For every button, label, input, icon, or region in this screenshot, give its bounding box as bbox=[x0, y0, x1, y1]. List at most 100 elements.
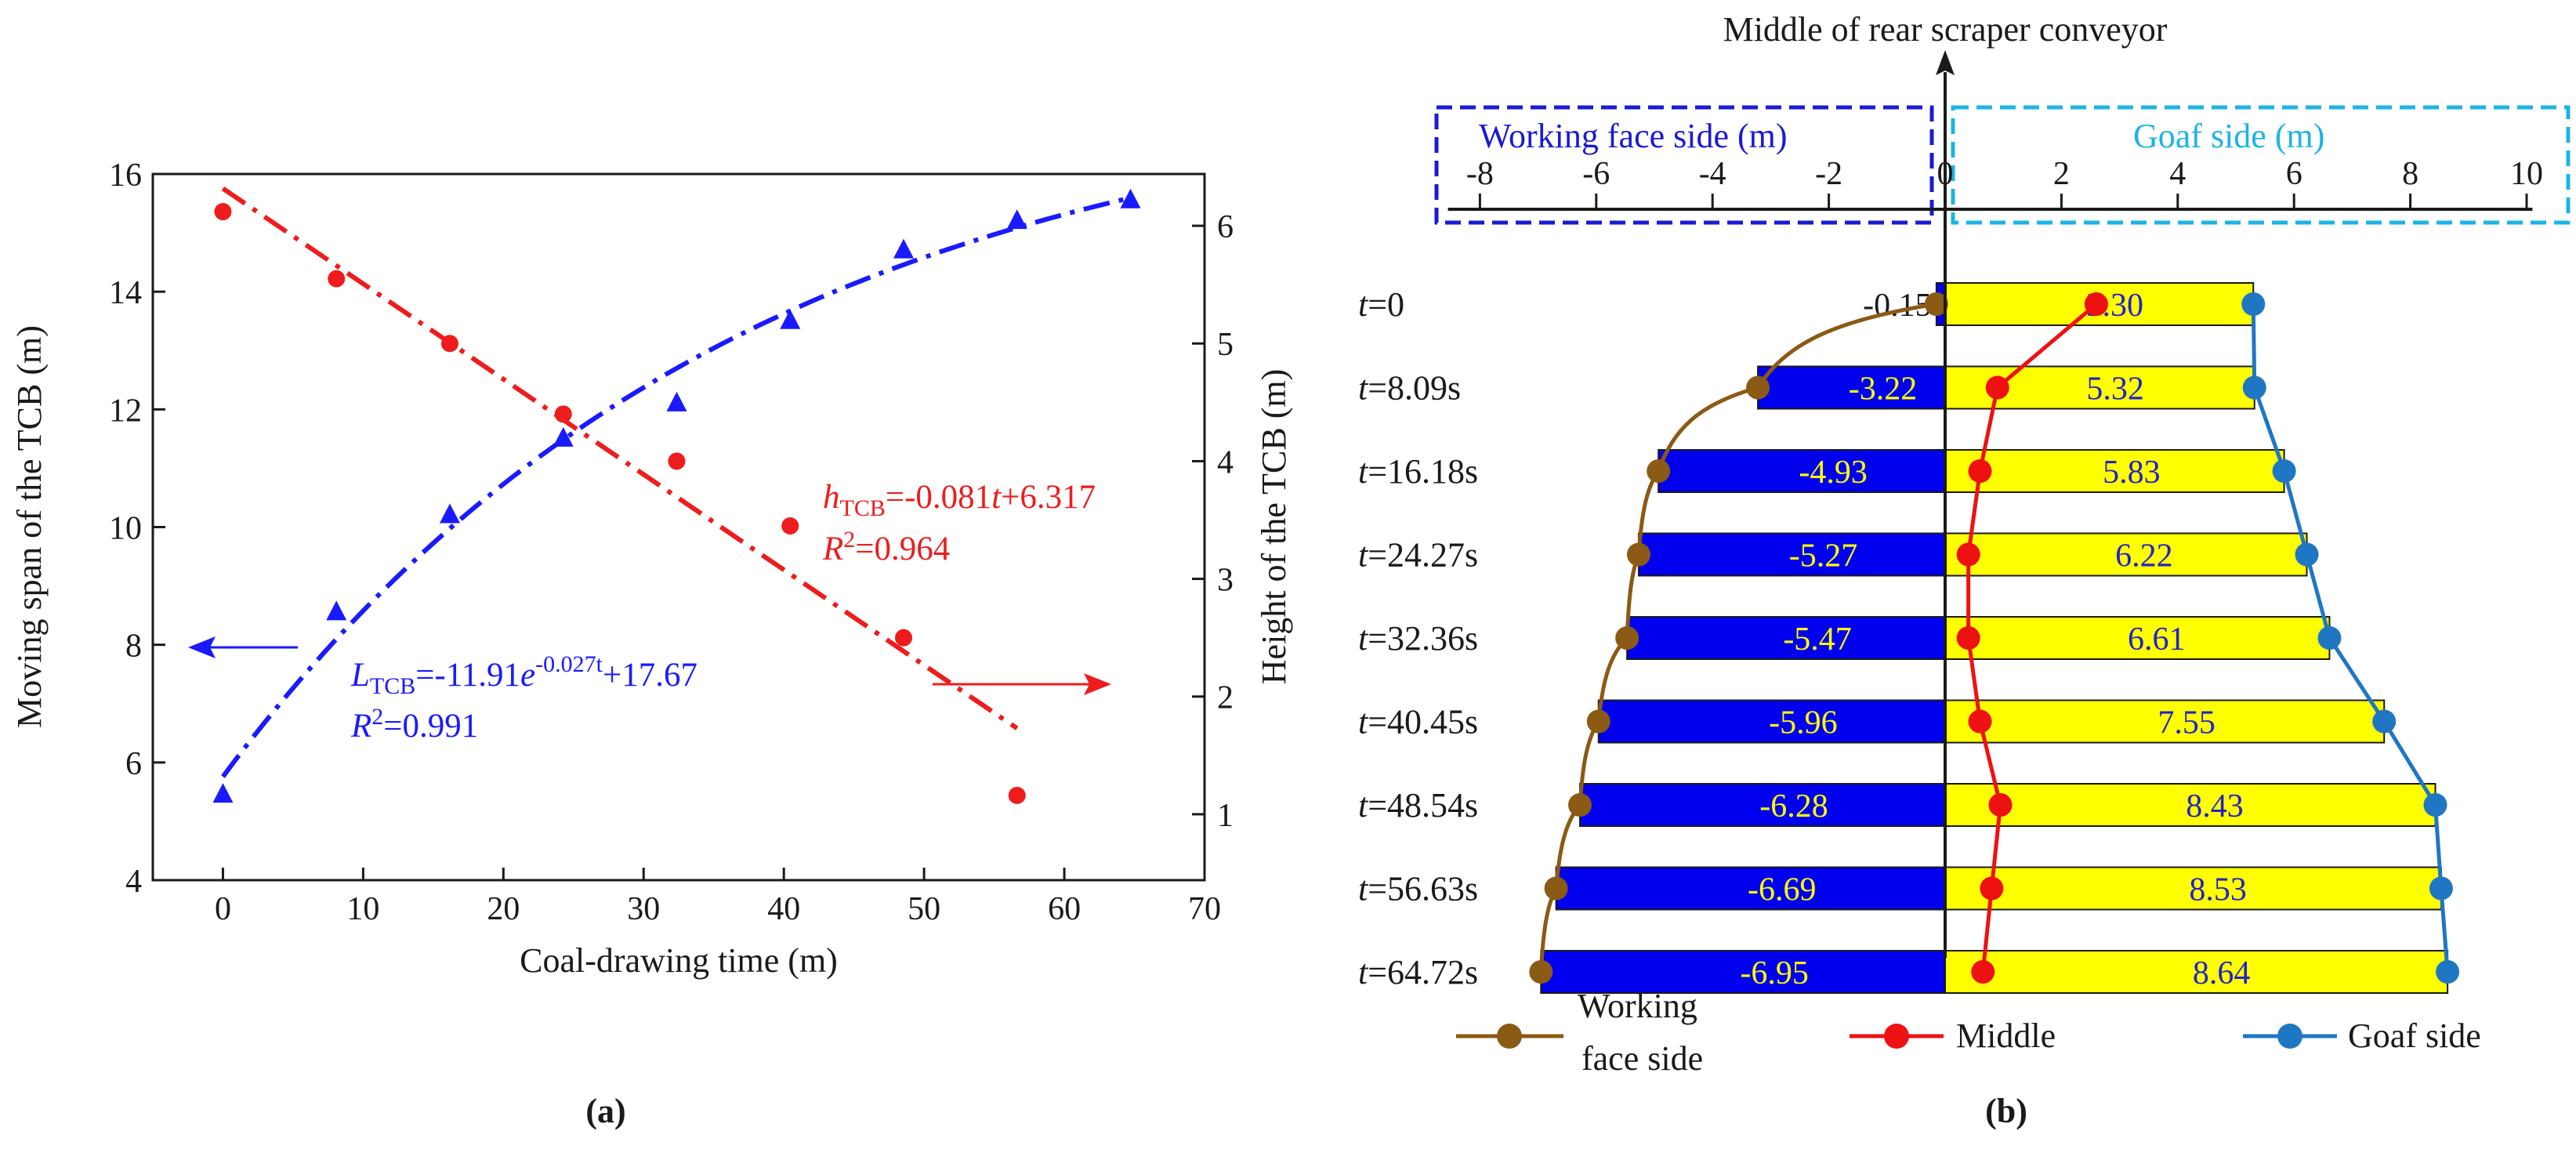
goaf-side-line-point bbox=[2295, 542, 2319, 567]
x-tick-label: 70 bbox=[1188, 891, 1221, 927]
left-axis-arrow bbox=[188, 636, 298, 658]
panel-a-caption: (a) bbox=[585, 1092, 625, 1130]
goaf-side-line-point bbox=[2436, 960, 2460, 984]
span-point bbox=[893, 238, 915, 259]
span-point bbox=[780, 309, 801, 329]
panel-b-row-labels: t=0 t=8.09s t=16.18s t=24.27s t=32.36s t=40.4… bbox=[1358, 285, 1478, 991]
working-face-bar-label: -5.27 bbox=[1789, 538, 1858, 574]
y-tick-label: 12 bbox=[109, 393, 142, 429]
working-face-line-point bbox=[1746, 375, 1770, 400]
working-face-bar bbox=[1757, 365, 1946, 410]
middle-line-point bbox=[1956, 542, 1980, 567]
height-point bbox=[440, 335, 458, 353]
middle-line-point bbox=[1980, 876, 2004, 901]
legend-goaf-side-label: Goaf side bbox=[2348, 1017, 2481, 1055]
height-point bbox=[1008, 786, 1026, 804]
top-axis-tick-label: 10 bbox=[2510, 156, 2543, 192]
y-axis-label: Moving span of the TCB (m) bbox=[10, 325, 49, 728]
span-point bbox=[439, 503, 460, 524]
goaf-side-bar bbox=[1944, 950, 2449, 994]
x-tick-label: 10 bbox=[346, 891, 379, 927]
top-axis-tick-label: -4 bbox=[1699, 156, 1726, 192]
x-tick-label: 40 bbox=[767, 891, 800, 927]
working-face-line-point bbox=[1586, 709, 1610, 734]
goaf-side-box-label: Goaf side (m) bbox=[2133, 117, 2324, 155]
goaf-side-line-point bbox=[2372, 709, 2397, 734]
row-label: t=32.36s bbox=[1358, 619, 1478, 658]
x-tick-label: 60 bbox=[1048, 891, 1081, 927]
goaf-side-bar-label: 8.43 bbox=[2186, 788, 2244, 825]
panel-b-lines bbox=[1529, 292, 2460, 984]
row-label: t=8.09s bbox=[1358, 369, 1461, 408]
goaf-side-box bbox=[1951, 105, 2571, 225]
x-tick-label: 0 bbox=[215, 891, 231, 927]
panel-b-bars: -0.15 5.30-3.22 5.32-4.93 5.83-5.27 6.22-5.4… bbox=[1540, 282, 2449, 994]
middle-line-point bbox=[1968, 709, 1992, 734]
legend-working-face: Working face side bbox=[1456, 987, 1703, 1078]
span-point bbox=[1120, 188, 1141, 208]
middle-line-point bbox=[1968, 459, 1992, 483]
working-face-line-point bbox=[1544, 876, 1568, 901]
y2-tick-label: 1 bbox=[1217, 798, 1234, 834]
goaf-side-bar bbox=[1944, 449, 2285, 493]
top-axis-tick-label: 6 bbox=[2286, 156, 2302, 192]
goaf-side-line-point bbox=[2241, 292, 2266, 316]
height-point bbox=[895, 629, 913, 647]
goaf-side-line-point bbox=[2423, 793, 2447, 817]
middle-line-point bbox=[1971, 960, 1995, 984]
panel-a-points bbox=[212, 188, 1141, 804]
height-point bbox=[781, 517, 799, 535]
span-fit-r2: R2=0.991 bbox=[350, 704, 478, 745]
y2-tick-label: 2 bbox=[1217, 680, 1234, 716]
working-face-bar-label: -6.28 bbox=[1759, 788, 1828, 825]
height-point bbox=[214, 203, 232, 221]
span-point bbox=[666, 391, 687, 411]
span-point bbox=[212, 783, 234, 803]
working-face-line-point bbox=[1924, 292, 1948, 316]
working-face-bar-label: -3.22 bbox=[1849, 372, 1918, 408]
goaf-side-bar-label: 6.61 bbox=[2128, 622, 2186, 658]
top-axis-tick-label: -2 bbox=[1815, 156, 1842, 192]
goaf-side-line-point bbox=[2429, 876, 2453, 901]
working-face-box bbox=[1434, 105, 1934, 225]
working-face-bar-label: -6.69 bbox=[1748, 872, 1817, 908]
height-point bbox=[554, 405, 572, 423]
y2-axis-label: Height of the TCB (m) bbox=[1255, 369, 1293, 684]
top-axis-tick-label: 4 bbox=[2169, 156, 2186, 192]
goaf-side-bar bbox=[1944, 783, 2437, 827]
row-label: t=40.45s bbox=[1358, 703, 1478, 741]
working-face-bar bbox=[1637, 532, 1947, 577]
row-label: t=0 bbox=[1358, 285, 1404, 324]
panel-b-x-axis: -8-6-4-20246810 bbox=[1447, 156, 2543, 211]
goaf-side-bar-label: 5.32 bbox=[2086, 372, 2144, 408]
height-point bbox=[668, 452, 686, 470]
height-fit-equation: hTCB=-0.081t+6.317 bbox=[823, 479, 1096, 521]
row-label: t=16.18s bbox=[1358, 452, 1478, 491]
row-label: t=24.27s bbox=[1358, 536, 1478, 574]
span-fit-curve bbox=[221, 195, 1132, 778]
working-face-bar-label: -5.96 bbox=[1769, 705, 1838, 741]
panel-a-fit-lines bbox=[221, 186, 1132, 778]
top-axis-tick-label: 8 bbox=[2402, 156, 2418, 192]
panel-b-title: Middle of rear scraper conveyor bbox=[1723, 10, 2168, 49]
legend-goaf-side: Goaf side bbox=[2243, 1017, 2481, 1055]
legend-middle-label: Middle bbox=[1956, 1017, 2056, 1055]
row-label: t=56.63s bbox=[1358, 870, 1478, 908]
center-axis-arrow bbox=[1936, 50, 1955, 75]
legend-working-face-line2: face side bbox=[1581, 1039, 1703, 1078]
y-tick-label: 8 bbox=[125, 629, 142, 665]
span-point bbox=[326, 600, 347, 621]
x-tick-label: 30 bbox=[627, 891, 660, 927]
x-axis-label: Coal-drawing time (m) bbox=[520, 941, 838, 980]
legend-working-face-line1: Working bbox=[1578, 987, 1697, 1025]
top-axis-tick-label: -8 bbox=[1466, 156, 1494, 192]
panel-b-caption: (b) bbox=[1985, 1092, 2027, 1130]
row-label: t=48.54s bbox=[1358, 786, 1478, 825]
y2-tick-label: 5 bbox=[1217, 327, 1234, 363]
working-face-box-label: Working face side (m) bbox=[1479, 117, 1788, 155]
y-tick-label: 4 bbox=[125, 864, 142, 900]
working-face-line-point bbox=[1529, 960, 1553, 984]
